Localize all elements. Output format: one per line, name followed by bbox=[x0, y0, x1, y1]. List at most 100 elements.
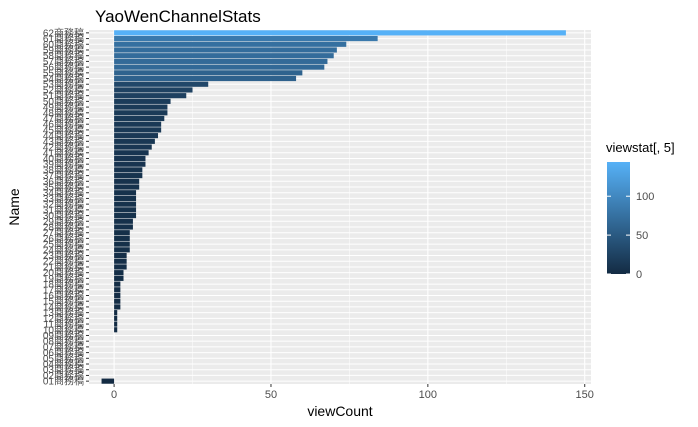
bar bbox=[114, 207, 137, 213]
bar bbox=[114, 212, 137, 219]
y-tick-label: 23商務稿 bbox=[43, 249, 84, 262]
bar bbox=[114, 178, 140, 184]
y-tick-label: 37商務稿 bbox=[43, 169, 84, 182]
y-axis-title: Name bbox=[6, 188, 22, 226]
bar bbox=[114, 64, 325, 70]
bar bbox=[114, 247, 130, 253]
y-tick-label: 18商務稿 bbox=[43, 278, 84, 291]
y-tick-label: 02商務稿 bbox=[43, 369, 84, 382]
y-tick-label: 25商務稿 bbox=[43, 238, 84, 251]
y-tick-label: 08商務稿 bbox=[43, 335, 84, 348]
y-tick-label: 36商務稿 bbox=[43, 175, 84, 188]
bar bbox=[114, 173, 143, 179]
bar bbox=[114, 270, 124, 276]
bar bbox=[114, 252, 127, 259]
x-tick-label: 100 bbox=[419, 389, 437, 401]
y-tick-label: 13商務稿 bbox=[43, 306, 84, 319]
y-tick-label: 16商務稿 bbox=[43, 289, 84, 302]
legend-tick-label: 100 bbox=[636, 191, 654, 203]
bars bbox=[101, 30, 566, 384]
y-tick-label: 60商務稿 bbox=[43, 38, 84, 51]
bar bbox=[114, 150, 149, 156]
bar bbox=[114, 110, 168, 116]
bar bbox=[114, 53, 334, 59]
y-tick-label: 03商務稿 bbox=[43, 363, 84, 376]
y-tick-label: 48商務稿 bbox=[43, 106, 84, 119]
y-tick-label: 20商務稿 bbox=[43, 266, 84, 279]
y-tick-label: 35商務稿 bbox=[43, 181, 84, 194]
chart-title: YaoWenChannelStats bbox=[95, 7, 261, 26]
bar bbox=[114, 104, 168, 110]
y-tick-label: 33商務稿 bbox=[43, 192, 84, 205]
bar bbox=[114, 93, 187, 99]
bar bbox=[114, 133, 159, 139]
x-axis: 0 50 100 150 bbox=[111, 384, 594, 401]
y-tick-label: 04商務稿 bbox=[43, 358, 84, 371]
y-tick-label: 50商務稿 bbox=[43, 95, 84, 108]
y-tick-label: 61商務稿 bbox=[43, 32, 84, 45]
x-axis-title: viewCount bbox=[307, 403, 372, 419]
bar bbox=[114, 190, 137, 196]
y-axis: 01商務稿02商務稿03商務稿04商務稿05商務稿06商務稿07商務稿08商務稿… bbox=[43, 26, 89, 388]
y-tick-label: 27商務稿 bbox=[43, 226, 84, 239]
y-tick-label: 11商務稿 bbox=[44, 318, 84, 331]
y-tick-label: 19商務稿 bbox=[43, 272, 84, 285]
y-tick-label: 30商務稿 bbox=[43, 209, 84, 222]
y-tick-label: 34商務稿 bbox=[43, 186, 84, 199]
bar bbox=[114, 218, 133, 224]
bar bbox=[114, 235, 130, 241]
bar bbox=[114, 201, 137, 207]
y-tick-label: 01商務稿 bbox=[43, 375, 84, 388]
x-tick-label: 150 bbox=[576, 389, 594, 401]
bar bbox=[114, 115, 165, 122]
legend-title: viewstat[, 5] bbox=[606, 140, 675, 155]
bar bbox=[114, 327, 118, 333]
bar bbox=[114, 167, 143, 173]
legend-colorbar bbox=[607, 162, 630, 274]
bar bbox=[114, 127, 162, 133]
y-tick-label: 39商務稿 bbox=[43, 158, 84, 171]
legend-tick-label: 0 bbox=[636, 269, 642, 281]
bar bbox=[114, 230, 130, 236]
x-tick-label: 50 bbox=[265, 389, 277, 401]
bar bbox=[114, 287, 121, 293]
y-tick-label: 10商務稿 bbox=[43, 323, 84, 336]
bar bbox=[114, 281, 121, 287]
y-tick-label: 53商務稿 bbox=[43, 78, 84, 91]
y-tick-label: 21商務稿 bbox=[43, 260, 84, 273]
bar bbox=[114, 41, 347, 47]
y-tick-label: 05商務稿 bbox=[43, 352, 84, 365]
bar bbox=[114, 321, 118, 327]
bar bbox=[114, 35, 378, 42]
bar bbox=[114, 75, 297, 82]
x-tick-label: 0 bbox=[111, 389, 117, 401]
bar bbox=[114, 292, 121, 299]
y-tick-label: 22商務稿 bbox=[43, 255, 84, 268]
bar bbox=[114, 98, 171, 104]
bar bbox=[114, 161, 146, 167]
y-tick-label: 42商務稿 bbox=[43, 141, 84, 154]
bar bbox=[114, 58, 328, 64]
bar bbox=[114, 81, 209, 87]
y-tick-label: 24商務稿 bbox=[43, 243, 84, 256]
y-tick-label: 57商務稿 bbox=[43, 55, 84, 68]
bar bbox=[114, 315, 118, 321]
legend: viewstat[, 5] 0 50 100 bbox=[606, 140, 675, 281]
bar bbox=[101, 378, 115, 384]
y-tick-label: 12商務稿 bbox=[43, 312, 84, 325]
y-tick-label: 31商務稿 bbox=[43, 203, 84, 216]
y-tick-label: 59商務稿 bbox=[43, 43, 84, 56]
y-tick-label: 49商務稿 bbox=[43, 101, 84, 114]
bar bbox=[114, 155, 146, 162]
y-tick-label: 07商務稿 bbox=[43, 340, 84, 353]
bar bbox=[114, 298, 121, 304]
bar bbox=[114, 304, 121, 310]
bar bbox=[114, 70, 303, 76]
bar bbox=[114, 224, 133, 230]
bar bbox=[114, 87, 193, 93]
y-tick-label: 58商務稿 bbox=[43, 49, 84, 62]
bar bbox=[114, 144, 152, 150]
y-tick-label: 62商務稿 bbox=[43, 26, 84, 39]
y-tick-label: 28商務稿 bbox=[43, 220, 84, 233]
